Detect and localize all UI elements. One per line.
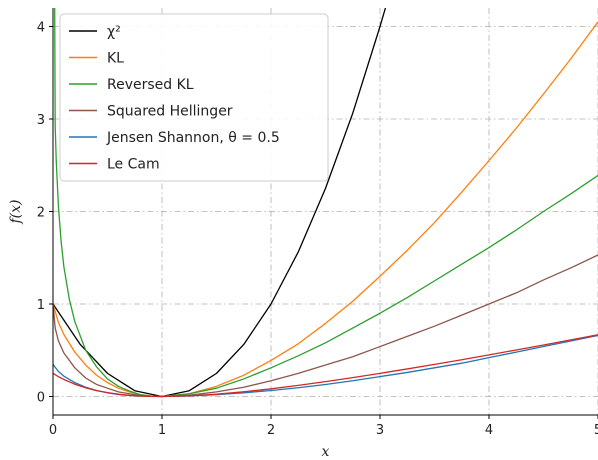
- legend-label-2: Reversed KL: [107, 77, 194, 93]
- x-tick-label: 5: [594, 423, 598, 438]
- x-tick-label: 0: [49, 423, 57, 438]
- series-line-0: [53, 8, 387, 398]
- series-line-3: [53, 254, 598, 398]
- legend-label-3: Squared Hellinger: [107, 104, 233, 120]
- x-axis-label: x: [322, 444, 330, 460]
- legend-label-1: KL: [107, 51, 124, 67]
- legend-label-0: χ²: [107, 24, 121, 40]
- legend-label-5: Le Cam: [107, 157, 160, 173]
- series-line-4: [53, 334, 598, 398]
- x-tick-label: 2: [267, 423, 275, 438]
- series-group: [53, 8, 598, 398]
- y-tick-label: 2: [37, 206, 45, 221]
- series-line-1: [53, 21, 598, 398]
- y-tick-label: 4: [37, 21, 45, 36]
- tick-labels: 0 1 2 3 4 5 0 1 2 3 4: [37, 21, 598, 438]
- legend-label-4: Jensen Shannon, θ = 0.5: [106, 130, 280, 146]
- x-tick-label: 4: [485, 423, 493, 438]
- legend: χ² KL Reversed KL Squared Hellinger Jensen S…: [59, 13, 329, 182]
- series-line-5: [53, 334, 598, 398]
- legend-box: [59, 13, 329, 182]
- y-tick-label: 1: [37, 298, 45, 313]
- y-tick-label: 0: [37, 391, 45, 406]
- x-tick-label: 3: [376, 423, 384, 438]
- y-tick-label: 3: [37, 113, 45, 128]
- x-tick-label: 1: [158, 423, 166, 438]
- y-axis-label: f(x): [8, 199, 24, 224]
- series-line-2: [54, 8, 598, 398]
